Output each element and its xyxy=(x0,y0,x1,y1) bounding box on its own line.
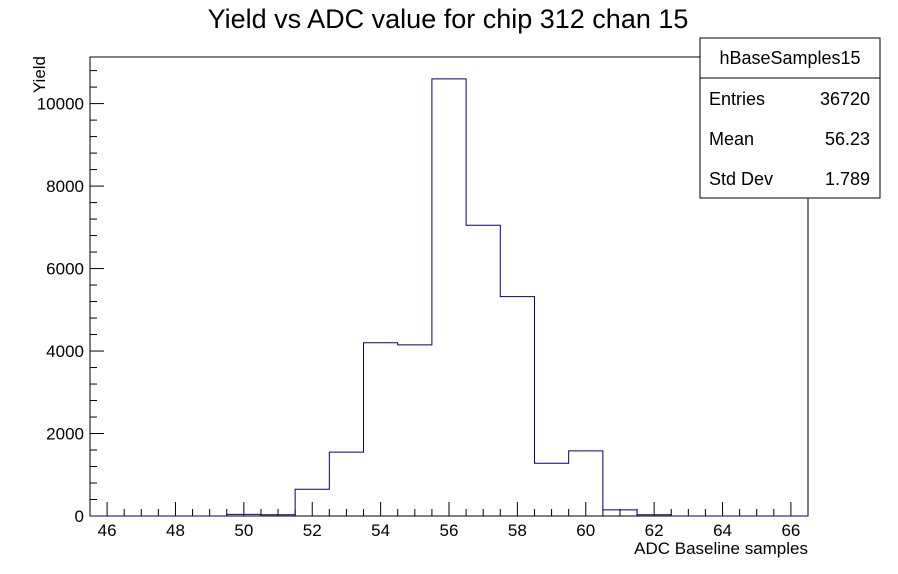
chart-title: Yield vs ADC value for chip 312 chan 15 xyxy=(208,4,689,34)
x-axis-ticks xyxy=(106,502,792,516)
x-tick-label: 54 xyxy=(371,521,390,540)
x-tick-label: 60 xyxy=(576,521,595,540)
stats-entries-value: 36720 xyxy=(820,89,870,109)
stats-mean-value: 56.23 xyxy=(825,129,870,149)
stats-entries-label: Entries xyxy=(709,89,765,109)
x-tick-label: 52 xyxy=(303,521,322,540)
x-tick-label: 56 xyxy=(440,521,459,540)
y-axis-label: Yield xyxy=(30,56,49,93)
x-tick-label: 58 xyxy=(508,521,527,540)
y-tick-label: 2000 xyxy=(46,425,84,444)
y-axis-ticks xyxy=(90,70,104,517)
x-tick-label: 64 xyxy=(713,521,732,540)
stats-stddev-label: Std Dev xyxy=(709,169,773,189)
y-tick-label: 6000 xyxy=(46,260,84,279)
stats-mean-label: Mean xyxy=(709,129,754,149)
stats-box-border xyxy=(699,37,881,199)
y-tick-label: 4000 xyxy=(46,342,84,361)
x-axis-tick-labels: 46 48 50 52 54 56 58 60 62 64 66 xyxy=(98,521,801,540)
x-tick-label: 50 xyxy=(234,521,253,540)
y-tick-label: 10000 xyxy=(37,95,84,114)
x-tick-label: 66 xyxy=(781,521,800,540)
x-tick-label: 48 xyxy=(166,521,185,540)
histogram-outline xyxy=(90,78,808,517)
y-axis-tick-labels: 0 2000 4000 6000 8000 10000 xyxy=(37,95,84,526)
x-axis-label: ADC Baseline samples xyxy=(634,539,808,558)
stats-stddev-value: 1.789 xyxy=(825,169,870,189)
x-tick-label: 62 xyxy=(645,521,664,540)
stats-box: hBaseSamples15 Entries 36720 Mean 56.23 … xyxy=(699,37,881,199)
y-tick-label: 0 xyxy=(75,507,84,526)
x-tick-label: 46 xyxy=(98,521,117,540)
stats-box-title: hBaseSamples15 xyxy=(719,48,860,68)
y-tick-label: 8000 xyxy=(46,177,84,196)
